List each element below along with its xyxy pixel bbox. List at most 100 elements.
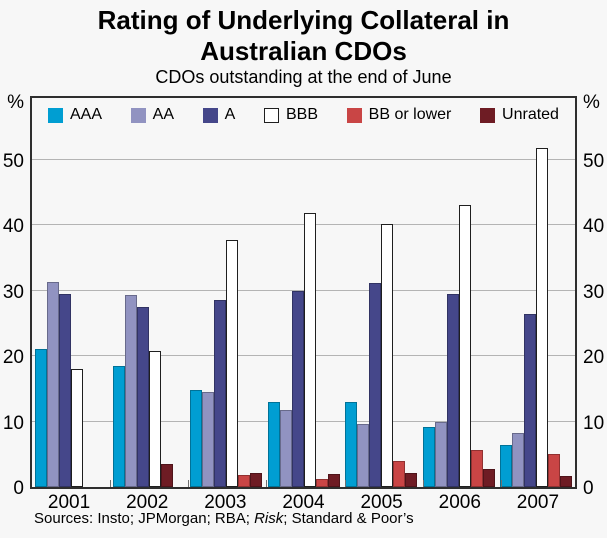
bar-AA-2004 [279,410,292,487]
y-tick-label-20: 20 [2,347,24,368]
bar-BB-or-lower-2006 [470,450,483,487]
legend-label-BBB: BBB [286,106,319,123]
bar-group-2005 [342,98,420,487]
y-tick-label-10: 10 [2,412,24,434]
legend-item-AAA: AAA [48,106,102,124]
legend-swatch-A [202,107,218,123]
bar-AAA-2004 [267,401,280,487]
bar-BBB-2006 [458,204,471,487]
legend-label-A: A [224,106,236,123]
bar-Unrated-2003 [250,472,263,487]
bar-AAA-2001 [35,349,47,487]
x-boundary-tick [422,480,424,487]
legend-swatch-AAA [48,107,63,123]
bar-BBB-2005 [381,223,394,487]
bar-Unrated-2006 [482,469,495,487]
legend-swatch-Unrated [480,107,496,123]
sources-note: Sources: Insto; JPMorgan; RBA; Risk; Sta… [34,510,414,527]
legend-item-A: A [202,106,236,124]
legend-label-Unrated: Unrated [502,106,559,123]
bar-BB-or-lower-2005 [393,461,406,487]
bar-AA-2005 [357,424,370,487]
x-label-2007: 2007 [516,492,560,513]
bar-BBB-2002 [148,350,161,487]
y-tick-label-10: 10 [583,412,605,434]
sources-prefix: Sources: Insto; JPMorgan; RBA; [34,510,255,527]
bar-AA-2002 [124,295,137,487]
x-boundary-tick [500,480,502,487]
plot-area: AAA AA A BBB BB or lower Unrated [30,96,577,489]
legend-label-AAA: AAA [70,106,103,123]
y-tick-label-50: 50 [583,150,605,172]
bar-AAA-2006 [422,427,435,487]
x-label-2004: 2004 [282,492,325,513]
y-tick-label-50: 50 [2,150,24,172]
bar-group-2001 [32,98,110,487]
y-tick-label-40: 40 [583,216,605,237]
bar-Unrated-2005 [405,473,418,487]
y-tick-label-20: 20 [583,347,605,368]
bar-BB-or-lower-2007 [548,453,561,487]
bar-A-2005 [369,283,382,487]
legend: AAA AA A BBB BB or lower Unrated [32,106,575,124]
y-axis-right: 0 10 20 30 40 50% [580,92,607,499]
legend-swatch-AA [130,107,146,123]
bar-AA-2007 [512,432,525,487]
bar-group-2004 [265,98,343,487]
legend-item-BB-or-lower: BB or lower [346,106,452,124]
gridline-40 [32,224,575,225]
x-boundary-tick [344,480,346,487]
legend-label-BB-or-lower: BB or lower [368,106,452,123]
x-axis-labels: 2001 2002 2003 2004 2005 2006 2007 [30,492,577,514]
chart-title-line2: Australian CDOs [200,35,407,66]
legend-swatch-BB-or-lower [346,107,362,123]
bar-A-2003 [214,299,227,487]
bar-A-2002 [136,306,149,487]
y-axis-unit: % [583,92,600,113]
bar-AA-2006 [434,421,447,487]
x-boundary-tick [188,480,190,487]
bar-A-2004 [291,290,304,487]
y-tick-label-30: 30 [583,281,605,303]
legend-item-BBB: BBB [264,106,318,124]
y-tick-label-40: 40 [2,216,24,237]
bar-groups [32,98,575,487]
x-label-2005: 2005 [360,492,403,513]
legend-item-AA: AA [130,106,175,124]
bar-group-2006 [420,98,498,487]
x-boundary-tick [266,480,268,487]
x-boundary-tick [110,480,112,487]
x-label-2002: 2002 [126,492,169,513]
bar-AA-2001 [47,282,59,487]
bar-BB-or-lower-2004 [315,478,328,487]
chart-title: Rating of Underlying Collateral in Austr… [0,5,607,66]
y-tick-label-0: 0 [13,478,24,499]
x-label-2001: 2001 [47,492,91,513]
bar-BBB-2003 [226,240,239,487]
bar-Unrated-2007 [560,475,573,487]
bar-AAA-2005 [345,401,358,487]
bar-group-2002 [110,98,188,487]
chart-title-line1: Rating of Underlying Collateral in [97,5,510,35]
bar-AAA-2007 [500,445,513,487]
legend-label-AA: AA [152,106,175,123]
chart-subtitle: CDOs outstanding at the end of June [155,67,452,87]
bar-AA-2003 [202,392,215,487]
legend-swatch-BBB [264,107,279,123]
y-axis-unit: % [7,92,24,113]
bar-BBB-2004 [303,213,316,487]
bar-group-2003 [187,98,265,487]
legend-item-Unrated: Unrated [480,106,559,124]
sources-italic: Risk [254,510,284,527]
bar-Unrated-2002 [160,464,173,487]
gridline-30 [32,289,575,291]
y-tick-label-0: 0 [583,478,594,499]
bar-AAA-2002 [112,366,125,487]
bar-A-2001 [59,294,71,487]
gridline-50 [32,158,575,160]
y-tick-label-30: 30 [2,281,24,303]
y-axis-left: 0 10 20 30 40 50% [0,92,27,499]
bar-AAA-2003 [190,390,203,487]
bar-BBB-2007 [536,147,549,487]
